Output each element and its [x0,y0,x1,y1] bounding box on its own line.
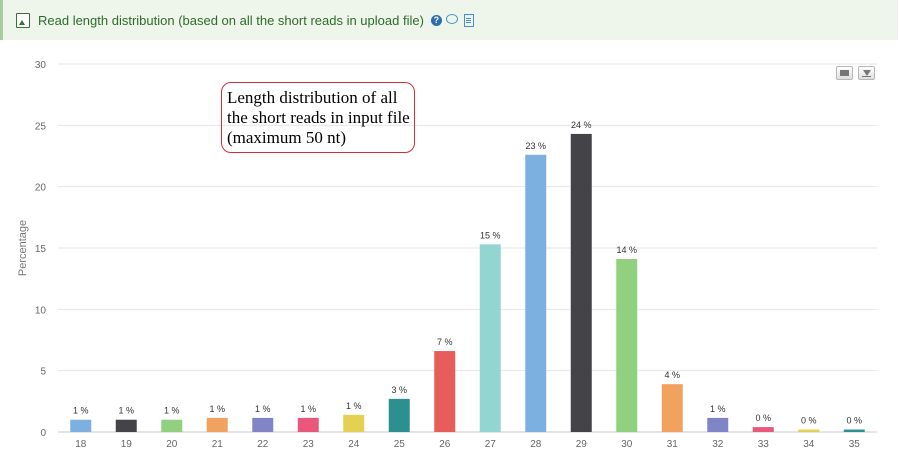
x-tick-label: 25 [394,439,406,450]
data-label: 1 % [209,404,225,414]
data-label: 1 % [300,404,316,414]
bar[interactable] [798,429,820,432]
bar[interactable] [297,417,319,432]
x-tick-label: 24 [348,439,360,450]
y-tick-label: 0 [40,428,46,439]
x-tick-label: 33 [758,439,770,450]
x-tick-label: 18 [75,439,87,450]
document-icon[interactable] [463,13,474,27]
data-label: 1 % [346,401,362,411]
x-tick-label: 34 [803,439,815,450]
bar[interactable] [525,154,547,433]
data-label: 7 % [437,337,453,347]
bar[interactable] [616,259,638,432]
data-label: 0 % [755,413,771,423]
x-tick-labels: 18 19 20 21 22 23 24 25 26 27 28 29 30 31 32 33 34 35 [75,439,860,450]
x-tick-label: 31 [667,439,679,450]
panel-header: Read length distribution (based on all t… [0,0,898,40]
y-tick-label: 20 [35,183,47,194]
data-label: 4 % [664,370,680,380]
bar[interactable] [752,427,774,432]
x-tick-label: 19 [121,439,133,450]
bar[interactable] [161,419,183,432]
data-label: 1 % [118,406,134,416]
bar[interactable] [252,417,274,432]
x-tick-label: 30 [621,439,633,450]
data-label: 15 % [480,230,501,240]
data-label: 3 % [391,385,407,395]
bar[interactable] [479,244,501,432]
chart-image-icon [16,12,30,28]
data-label: 1 % [710,404,726,414]
data-label: 14 % [616,245,637,255]
data-labels: 1 % 1 % 1 % 1 % 1 % 1 % 1 % 3 % 7 % 15 % 23 % 24 % 1… [73,120,862,426]
x-tick-label: 32 [712,439,724,450]
bar[interactable] [343,414,365,432]
x-tick-label: 26 [439,439,451,450]
annotation-box: Length distribution of all the short rea… [221,82,415,153]
print-button[interactable] [836,66,853,80]
bar[interactable] [434,351,456,432]
y-tick-label: 15 [35,244,47,255]
bar[interactable] [661,384,683,432]
x-tick-label: 21 [212,439,224,450]
y-tick-label: 25 [35,121,47,132]
data-label: 1 % [164,406,180,416]
y-tick-label: 10 [35,305,47,316]
x-tick-label: 27 [485,439,497,450]
data-label: 23 % [525,141,546,151]
grid-lines [58,63,877,433]
download-button[interactable] [858,66,875,80]
data-label: 1 % [255,404,271,414]
x-tick-label: 29 [576,439,588,450]
bar[interactable] [115,419,137,432]
y-axis-label: Percentage [17,220,29,276]
data-label: 0 % [801,416,817,426]
bar[interactable] [388,398,410,432]
data-label: 1 % [73,406,89,416]
bar[interactable] [70,419,92,432]
x-tick-label: 23 [303,439,315,450]
panel-title: Read length distribution (based on all t… [38,12,424,28]
download-icon [863,70,871,76]
data-label: 24 % [571,120,592,130]
comment-icon[interactable] [445,14,458,24]
y-tick-labels: 0 5 10 15 20 25 30 [35,60,47,439]
y-tick-label: 5 [40,367,46,378]
bar[interactable] [843,429,865,432]
bars [70,133,865,433]
printer-icon [840,70,849,76]
bar[interactable] [570,133,592,433]
x-tick-label: 22 [257,439,269,450]
bar[interactable] [707,417,729,432]
bar[interactable] [206,417,228,432]
x-tick-label: 35 [849,439,861,450]
y-tick-label: 30 [35,60,47,71]
data-label: 0 % [846,416,862,426]
x-tick-label: 20 [166,439,178,450]
help-icon[interactable]: ? [430,14,442,26]
x-tick-label: 28 [530,439,542,450]
